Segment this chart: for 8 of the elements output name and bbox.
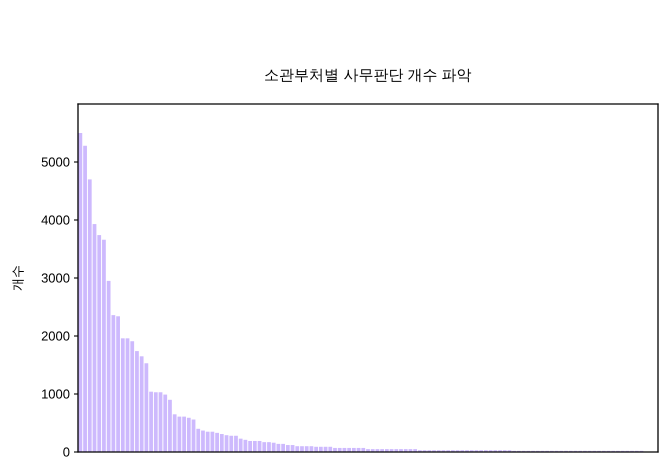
y-tick-label: 3000	[41, 270, 70, 286]
y-axis-title: 개수	[10, 265, 25, 291]
y-tick-label: 0	[62, 444, 70, 460]
y-tick-label: 4000	[41, 212, 70, 228]
y-tick-label: 2000	[41, 328, 70, 344]
y-tick-label: 5000	[41, 154, 70, 170]
y-tick-label: 1000	[41, 386, 70, 402]
chart-title: 소관부처별 사무판단 개수 파악	[264, 67, 472, 84]
